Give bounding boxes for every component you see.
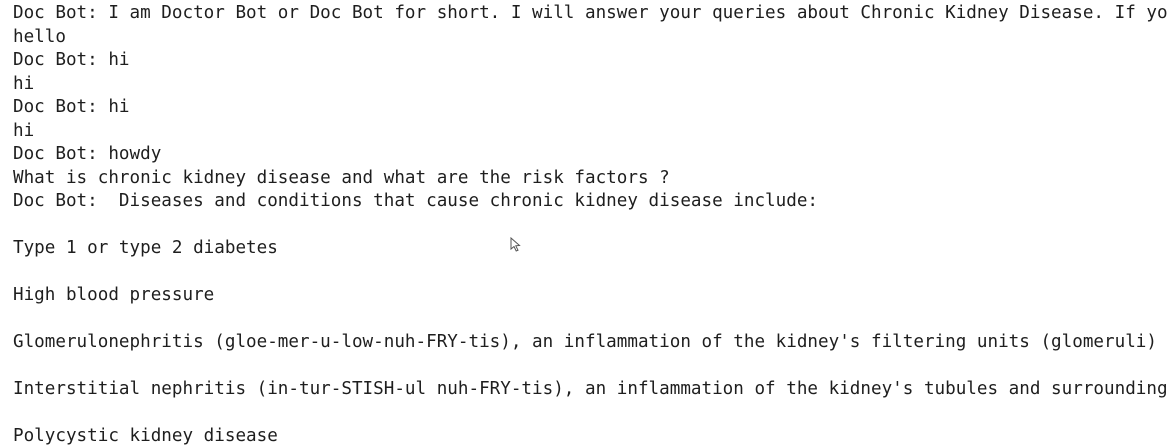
console-line: What is chronic kidney disease and what … xyxy=(13,167,670,188)
console-line: Doc Bot: hi xyxy=(13,97,130,117)
console-line: hello xyxy=(13,26,66,47)
console-line: hi xyxy=(13,73,35,94)
mouse-cursor xyxy=(510,237,521,252)
console-output: Doc Bot: I am Doctor Bot or Doc Bot for … xyxy=(13,2,1175,447)
blank-line xyxy=(13,261,1175,285)
console-line: Polycystic kidney disease xyxy=(13,426,278,446)
console-line: Doc Bot: I am Doctor Bot or Doc Bot for … xyxy=(13,3,1168,23)
blank-line xyxy=(13,355,1175,379)
blank-line xyxy=(13,214,1175,238)
console-line: hi xyxy=(13,120,35,141)
console-line: Doc Bot: hi xyxy=(13,50,130,70)
blank-line xyxy=(13,402,1175,426)
console-line: Glomerulonephritis (gloe-mer-u-low-nuh-F… xyxy=(13,332,1157,352)
console-line: Doc Bot: Diseases and conditions that ca… xyxy=(13,191,819,211)
console-line: Type 1 or type 2 diabetes xyxy=(13,238,278,258)
console-line: High blood pressure xyxy=(13,285,215,305)
console-line: Interstitial nephritis (in-tur-STISH-ul … xyxy=(13,379,1168,399)
console-line: Doc Bot: howdy xyxy=(13,144,162,164)
blank-line xyxy=(13,308,1175,332)
